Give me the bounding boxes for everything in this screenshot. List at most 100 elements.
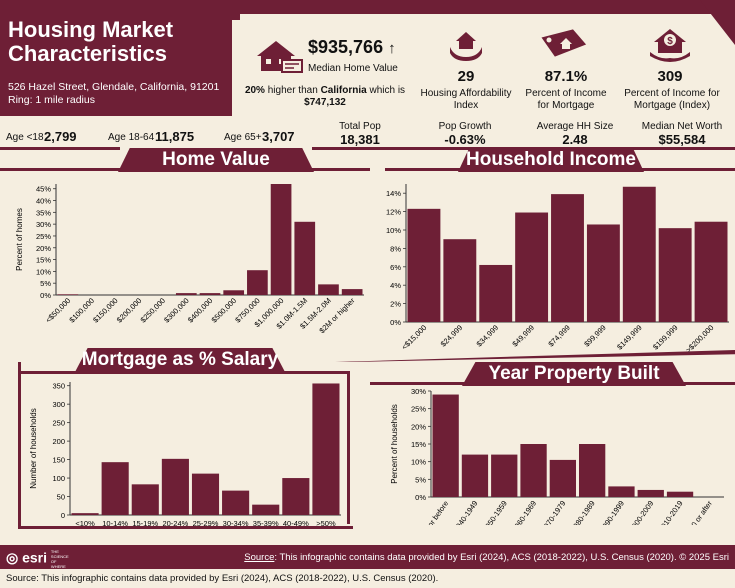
pct-income-label: Percent of Income for Mortgage [516,88,616,112]
median-home-value: $935,766 ↑ [308,37,396,58]
house-icon [257,41,303,73]
stat-avg-hh-size: Average HH Size 2.48 [525,121,625,147]
x-tick-label: <10% [75,519,95,528]
bar [432,394,459,497]
x-tick-label: 2000-2009 [627,499,655,525]
title-panel [0,0,232,116]
age-over65-label: Age 65+ [224,132,262,143]
year-built-banner [462,362,686,386]
x-tick-label: >50% [316,519,336,528]
home-value-banner [118,148,314,172]
y-tick-label: 5% [40,279,51,288]
x-tick-label: 10-14% [102,519,128,528]
age-under18-value: 2,799 [44,129,77,144]
bar [479,264,513,322]
header-white-panel [240,14,722,118]
bar [270,184,292,295]
stat-total-pop: Total Pop 18,381 [310,121,410,147]
age-under18-label: Age <18 [6,132,44,143]
globe-icon: ◎ [6,549,19,566]
x-tick-label: $34,999 [475,323,501,349]
y-tick-label: 5% [415,475,426,484]
x-tick-label: $500,000 [210,296,238,324]
y-tick-label: 6% [390,263,401,272]
pct-income-index-label: Percent of Income for Mortgage (Index) [617,88,727,112]
bar [318,284,339,295]
x-tick-label: 20-24% [162,519,188,528]
esri-logo-text: esri [22,549,48,566]
x-tick-label: 40-49% [283,519,309,528]
y-tick-label: 25% [36,232,51,241]
page-title-line2: Characteristics [8,41,167,66]
year-built-title: Year Property Built [488,363,660,384]
x-tick-label: 25-29% [193,519,219,528]
x-tick-label: 30-34% [223,519,249,528]
bar [57,294,79,295]
pct-income-value: 87.1% [544,68,588,85]
stat-label: Median Net Worth [641,121,723,132]
y-tick-label: 15% [411,440,426,449]
mortgage-chart: Number of households 0 50 100 150 200 250 300 35… [29,382,341,528]
y-tick-label: 150 [52,456,65,465]
x-tick-label: 1970-1979 [540,499,568,525]
bar [586,224,620,322]
footer-bar [0,545,735,569]
x-tick-label: 1940-1949 [452,499,480,525]
x-tick-label: $199,999 [651,323,679,351]
page-title: Housing Market Characteristics [8,18,173,66]
pct-income-label-1: Percent of Income [525,88,607,99]
bar [666,491,694,497]
y-tick-label: 30% [411,387,426,396]
esri-logo-sub: THE SCIENCE OF WHERE [50,549,69,569]
y-axis-label: Percent of households [390,404,399,484]
stats-left-line [0,147,120,150]
x-tick-label: 15-19% [132,519,158,528]
x-tick-label: 35-39% [253,519,279,528]
median-home-value-number: $935,766 [308,37,384,57]
affordability-label-1: Housing Affordability [420,88,512,99]
x-tick-label: 2010-2019 [657,499,685,525]
age-strip: Age <18 2,799 Age 18-64 11,875 Age 65+ 3… [0,125,310,147]
x-tick-label: $74,999 [546,323,572,349]
x-tick-label: <$50,000 [44,296,73,325]
y-tick-label: 15% [36,256,51,265]
stat-value: 2.48 [562,132,588,147]
y-tick-label: 10% [411,458,426,467]
x-tick-label: $49,999 [510,323,536,349]
bar [252,504,280,515]
bar [161,458,189,515]
bar [175,293,197,295]
bar [549,459,576,497]
y-tick-label: 45% [36,185,51,194]
bar [579,444,606,497]
bar [443,239,477,322]
bar [71,513,99,515]
bar [491,454,518,497]
bar [247,270,268,295]
y-tick-label: 200 [52,437,65,446]
source-link[interactable]: Source [244,552,275,563]
compare-pct: 20% [244,85,265,96]
affordability-value: 29 [457,68,475,85]
compare-state: California [320,85,367,96]
x-tick-label: 1960-1969 [510,499,538,525]
up-arrow-icon: ↑ [388,40,396,57]
compare-value: $747,132 [304,97,346,108]
stat-value: 18,381 [340,132,380,147]
income-banner [458,148,644,172]
pct-income-index-label-1: Percent of Income for [624,88,720,99]
x-tick-label: $99,999 [582,323,608,349]
y-axis-label: Number of households [29,408,38,489]
household-income-chart: Percent of households0%2%4%6%8%10%12%14%… [386,184,729,352]
x-tick-label: 2020 or after [682,499,714,525]
mortgage-title: Mortgage as % Salary [81,349,279,370]
y-tick-label: 40% [36,197,51,206]
address: 526 Hazel Street, Glendale, California, … [8,81,220,93]
y-tick-label: 50 [57,493,65,502]
y-tick-label: 25% [411,405,426,414]
x-tick-label: <$15,000 [400,323,429,352]
bar [223,290,245,295]
x-tick-label: 1939 or before [415,499,450,525]
y-tick-label: 0 [61,511,65,520]
esri-logo: ◎ esri THE SCIENCE OF WHERE [6,549,69,569]
